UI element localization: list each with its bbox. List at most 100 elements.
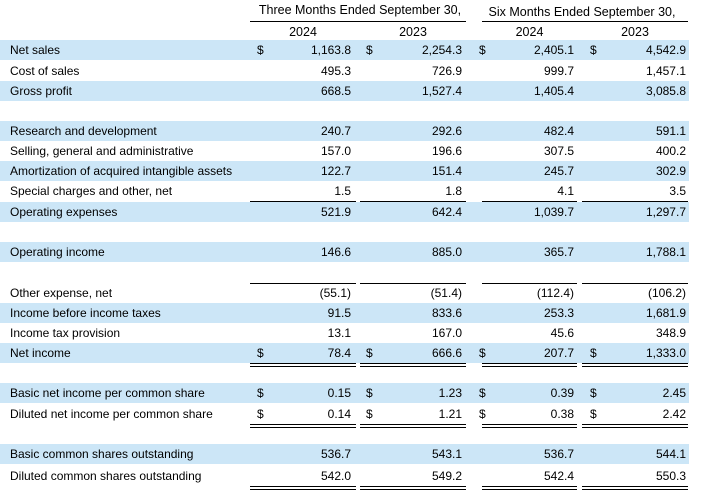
cell-value: 482.4: [543, 124, 574, 138]
cell-value: 302.9: [655, 164, 686, 178]
header-six-months: Six Months Ended September 30,: [488, 5, 676, 19]
cell-value: 549.2: [431, 469, 462, 483]
cell-value: 2.45: [662, 386, 686, 400]
cell-value: 4.1: [557, 184, 574, 198]
subtotal-rule: [582, 201, 688, 202]
cell-value: 2,405.1: [533, 43, 574, 57]
cell-value: 0.14: [327, 407, 351, 421]
cell-value: 999.7: [543, 64, 574, 78]
cell-value: 544.1: [655, 447, 686, 461]
cell-value: 2,254.3: [421, 43, 462, 57]
cell-value: 0.15: [327, 386, 351, 400]
cell-value: 536.7: [543, 447, 574, 461]
table-row: Net income $78.4 $666.6 $207.7 $1,333.0: [0, 343, 702, 363]
table-row: Operating income 146.6 885.0 365.7 1,788.1: [0, 242, 702, 262]
cell-value: 833.6: [431, 306, 462, 320]
table-row: Income before income taxes 91.5 833.6 253.3…: [0, 303, 702, 323]
total-double-rule: [250, 424, 356, 428]
cell-value: 196.6: [431, 144, 462, 158]
year-header: 2023: [399, 25, 427, 39]
cell-value: (106.2): [647, 286, 686, 300]
row-label: Operating expenses: [10, 205, 118, 219]
cell-value: 348.9: [655, 326, 686, 340]
cell-value: (55.1): [319, 286, 351, 300]
cell-value: 1.5: [334, 184, 351, 198]
cell-value: 1,333.0: [645, 346, 686, 360]
total-double-rule: [360, 424, 466, 428]
cell-value: 1,788.1: [645, 245, 686, 259]
row-shading: [0, 202, 689, 222]
row-label: Other expense, net: [10, 286, 113, 300]
row-label: Basic common shares outstanding: [10, 447, 194, 461]
row-label: Amortization of acquired intangible asse…: [10, 164, 233, 178]
table-row: Net sales $1,163.8 $2,254.3 $2,405.1 $4,542.…: [0, 40, 702, 60]
currency-symbol: $: [366, 43, 373, 57]
total-double-rule: [360, 363, 466, 367]
cell-value: 495.3: [320, 64, 351, 78]
row-shading: [0, 242, 689, 262]
cell-value: 151.4: [431, 164, 462, 178]
total-double-rule: [482, 486, 577, 490]
row-shading: [0, 121, 689, 141]
cell-value: 726.9: [431, 64, 462, 78]
subtotal-rule: [250, 283, 356, 284]
row-shading: [0, 444, 689, 464]
table-row: Diluted common shares outstanding 542.0 54…: [0, 466, 702, 486]
cell-value: 4,542.9: [645, 43, 686, 57]
table-row: Cost of sales 495.3 726.9 999.7 1,457.1: [0, 61, 702, 81]
cell-value: 543.1: [431, 447, 462, 461]
cell-value: 666.6: [431, 346, 462, 360]
subtotal-rule: [360, 283, 466, 284]
cell-value: 1,527.4: [421, 84, 462, 98]
total-double-rule: [360, 486, 466, 490]
cell-value: 542.0: [320, 469, 351, 483]
cell-value: 1.23: [438, 386, 462, 400]
cell-value: 307.5: [543, 144, 574, 158]
table-row: Amortization of acquired intangible asse…: [0, 161, 702, 181]
cell-value: 1.8: [445, 184, 462, 198]
row-label: Diluted net income per common share: [10, 407, 213, 421]
cell-value: 542.4: [543, 469, 574, 483]
cell-value: 3.5: [669, 184, 686, 198]
table-row: Gross profit 668.5 1,527.4 1,405.4 3,085.8: [0, 81, 702, 101]
row-label: Income before income taxes: [10, 306, 161, 320]
subtotal-rule: [482, 201, 577, 202]
row-shading: [0, 161, 689, 181]
row-label: Diluted common shares outstanding: [10, 469, 202, 483]
currency-symbol: $: [479, 43, 486, 57]
table-row: Other expense, net (55.1) (51.4) (112.4) (10…: [0, 283, 702, 303]
row-label: Operating income: [10, 245, 105, 259]
currency-symbol: $: [257, 346, 264, 360]
row-label: Cost of sales: [10, 64, 80, 78]
header-three-months: Three Months Ended September 30,: [258, 3, 462, 17]
cell-value: 167.0: [431, 326, 462, 340]
row-shading: [0, 303, 689, 323]
cell-value: 2.42: [662, 407, 686, 421]
currency-symbol: $: [257, 386, 264, 400]
cell-value: 245.7: [543, 164, 574, 178]
cell-value: 521.9: [320, 205, 351, 219]
subtotal-rule: [250, 201, 356, 202]
table-row: Basic common shares outstanding 536.7 543.…: [0, 444, 702, 464]
currency-symbol: $: [590, 43, 597, 57]
row-label: Basic net income per common share: [10, 386, 205, 400]
cell-value: 157.0: [320, 144, 351, 158]
total-double-rule: [250, 363, 356, 367]
cell-value: 1,297.7: [645, 205, 686, 219]
table-row: Operating expenses 521.9 642.4 1,039.7 1,297…: [0, 202, 702, 222]
cell-value: 207.7: [543, 346, 574, 360]
row-label: Income tax provision: [10, 326, 121, 340]
currency-symbol: $: [479, 386, 486, 400]
cell-value: (51.4): [430, 286, 462, 300]
total-double-rule: [250, 486, 356, 490]
cell-value: 642.4: [431, 205, 462, 219]
cell-value: 1,681.9: [645, 306, 686, 320]
cell-value: 0.38: [550, 407, 574, 421]
currency-symbol: $: [590, 386, 597, 400]
year-header: 2024: [515, 25, 544, 39]
header-divider: [250, 21, 466, 22]
row-label: Selling, general and administrative: [10, 144, 194, 158]
cell-value: 668.5: [320, 84, 351, 98]
total-double-rule: [482, 424, 577, 428]
cell-value: 885.0: [431, 245, 462, 259]
